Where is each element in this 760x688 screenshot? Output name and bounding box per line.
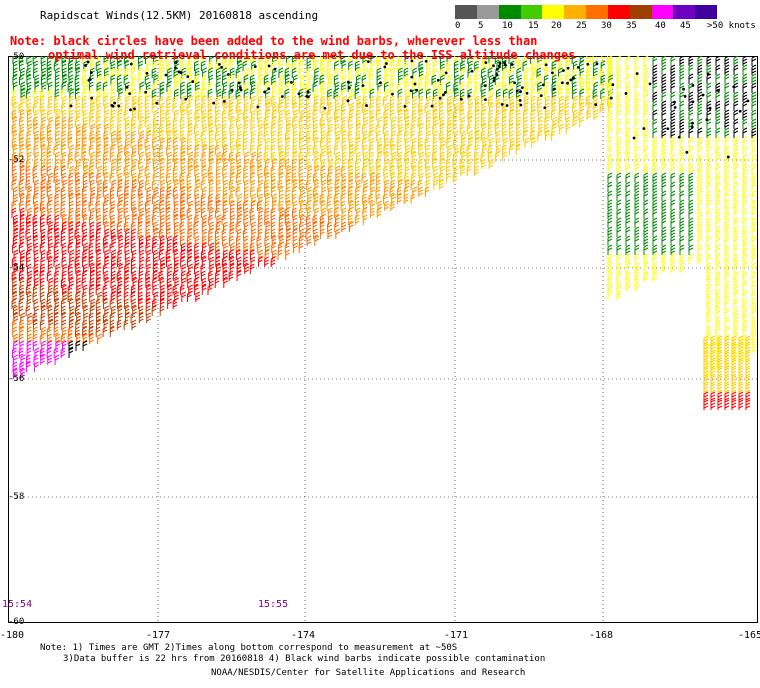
longitude-label: -174 — [291, 630, 316, 641]
legend-label: 15 — [528, 21, 539, 31]
legend-label: 40 — [655, 21, 666, 31]
footer-note-1: Note: 1) Times are GMT 2)Times along bot… — [40, 643, 458, 653]
time-label-end: 15:55 — [258, 599, 289, 610]
latitude-label: -52 — [8, 155, 25, 165]
legend-label: 0 — [455, 21, 461, 31]
legend-swatch — [673, 5, 696, 19]
legend-swatch — [651, 5, 674, 19]
footer-credit: NOAA/NESDIS/Center for Satellite Applica… — [211, 668, 526, 678]
legend-label: 30 — [601, 21, 612, 31]
legend-swatch — [455, 5, 478, 19]
map-title: Rapidscat Winds(12.5KM) 20160818 ascendi… — [40, 9, 319, 22]
legend-label: 35 — [626, 21, 637, 31]
longitude-label: -171 — [444, 630, 469, 641]
legend-color-bar — [455, 5, 718, 19]
note-line-1: Note: black circles have been added to t… — [10, 34, 538, 48]
legend-label: 45 — [680, 21, 691, 31]
legend-swatch — [498, 5, 521, 19]
footer-note-2: 3)Data buffer is 22 hrs from 20160818 4)… — [63, 654, 546, 664]
latitude-label: -60 — [8, 617, 25, 627]
legend-swatch — [629, 5, 652, 19]
legend-label: 25 — [576, 21, 587, 31]
latitude-label: -58 — [8, 492, 25, 502]
latitude-label: -56 — [8, 374, 25, 384]
wind-barb-map — [8, 56, 758, 623]
legend-label: 5 — [478, 21, 484, 31]
latitude-label: -54 — [8, 263, 25, 273]
legend-swatch — [564, 5, 587, 19]
legend-label: 20 — [551, 21, 562, 31]
contamination-note: Note: black circles have been added to t… — [10, 34, 575, 62]
legend-swatch — [586, 5, 609, 19]
legend-swatch — [476, 5, 500, 19]
legend-swatch — [520, 5, 543, 19]
legend-swatch — [607, 5, 631, 19]
legend-label: 10 — [502, 21, 513, 31]
legend-swatch — [695, 5, 718, 19]
legend-swatch — [542, 5, 565, 19]
map-canvas — [8, 56, 758, 623]
latitude-label: -50 — [8, 52, 25, 62]
time-label-start: 15:54 — [2, 599, 33, 610]
longitude-label: -180 — [0, 630, 25, 641]
note-line-2: optimal wind retrieval conditions are me… — [48, 48, 576, 62]
map-frame — [8, 56, 758, 623]
longitude-label: -168 — [589, 630, 614, 641]
legend-label: >50 knots — [707, 21, 756, 31]
wind-barb-field — [11, 56, 757, 410]
longitude-label: -165 — [738, 630, 760, 641]
longitude-label: -177 — [146, 630, 171, 641]
